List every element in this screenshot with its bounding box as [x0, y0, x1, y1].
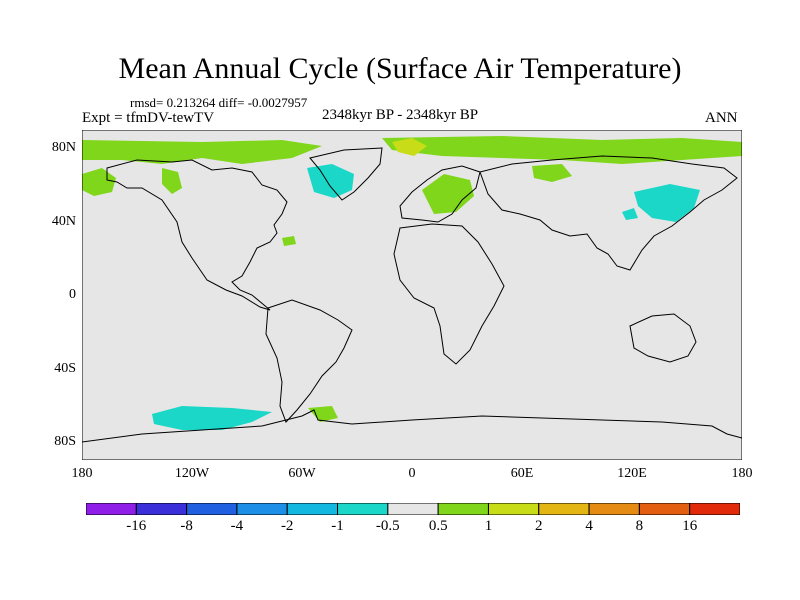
arctic-warm-band-east	[382, 136, 742, 164]
colorbar-box-2	[186, 503, 238, 515]
lon-label-60w: 60W	[288, 466, 316, 481]
colorbar-label-0: -16	[126, 518, 147, 534]
colorbar-label-9: 4	[585, 518, 593, 534]
west-pacific-cool	[634, 184, 700, 222]
colorbar-box-4	[286, 503, 339, 515]
world-map	[82, 130, 742, 460]
colorbar-box-6	[387, 503, 439, 515]
lon-label-120w: 120W	[174, 466, 210, 481]
lon-label-0: 0	[408, 466, 416, 481]
colorbar-box-0	[86, 503, 137, 515]
colorbar-label-5: -0.5	[375, 518, 400, 534]
north-atlantic-cool	[307, 164, 354, 198]
colorbar-label-1: -8	[180, 518, 193, 534]
colorbar-label-11: 16	[682, 518, 698, 534]
stats-line: rmsd= 0.213264 diff= -0.0027957	[130, 95, 307, 111]
antarctic-peninsula-warm	[308, 406, 338, 422]
colorbar	[86, 503, 740, 515]
colorbar-label-8: 2	[535, 518, 543, 534]
lat-label-0: 0	[69, 287, 76, 302]
japan-cool-spot	[622, 208, 638, 220]
colorbar-label-6: 0.5	[428, 518, 448, 534]
lon-label-120e: 120E	[617, 466, 647, 481]
lat-label-40n: 40N	[51, 214, 76, 229]
colorbar-box-8	[487, 503, 540, 515]
scandinavia-warm	[422, 174, 474, 214]
siberia-warm	[532, 164, 572, 182]
colorbar-label-7: 1	[484, 518, 493, 534]
colorbar-box-7	[437, 503, 489, 515]
canada-warm	[162, 168, 182, 194]
chart-title: Mean Annual Cycle (Surface Air Temperatu…	[118, 52, 682, 85]
lon-label-180w: 180	[71, 466, 93, 481]
experiment-label: Expt = tfmDV-tewTV	[82, 110, 215, 126]
colorbar-label-3: -2	[280, 518, 294, 534]
rmsd-value: 0.213264	[166, 95, 216, 110]
colorbar-box-3	[236, 503, 288, 515]
colorbar-box-9	[538, 503, 590, 515]
diff-label: diff=	[218, 95, 245, 110]
season-label: ANN	[705, 110, 738, 126]
southern-ocean-cool	[152, 406, 272, 430]
colorbar-box-12	[689, 503, 740, 515]
period-label: 2348kyr BP - 2348kyr BP	[322, 107, 479, 123]
coastlines	[82, 147, 742, 443]
lon-label-180e: 180	[731, 466, 753, 481]
colorbar-label-2: -4	[230, 518, 244, 534]
lon-label-60e: 60E	[510, 466, 534, 481]
colorbar-label-10: 8	[635, 518, 644, 534]
colorbar-box-1	[135, 503, 188, 515]
rmsd-label: rmsd=	[130, 95, 164, 110]
anomaly-shading	[82, 136, 742, 430]
lat-label-80s: 80S	[54, 434, 76, 449]
arctic-strong-warm	[392, 138, 427, 156]
arctic-warm-band	[82, 140, 322, 164]
colorbar-label-4: -1	[331, 518, 344, 534]
colorbar-box-11	[638, 503, 691, 515]
colorbar-box-10	[588, 503, 640, 515]
diff-value: -0.0027957	[247, 95, 308, 110]
lat-label-80n: 80N	[51, 140, 76, 155]
lat-label-40s: 40S	[54, 361, 76, 376]
colorbar-box-5	[337, 503, 389, 515]
atlantic-warm-spot	[282, 236, 296, 246]
